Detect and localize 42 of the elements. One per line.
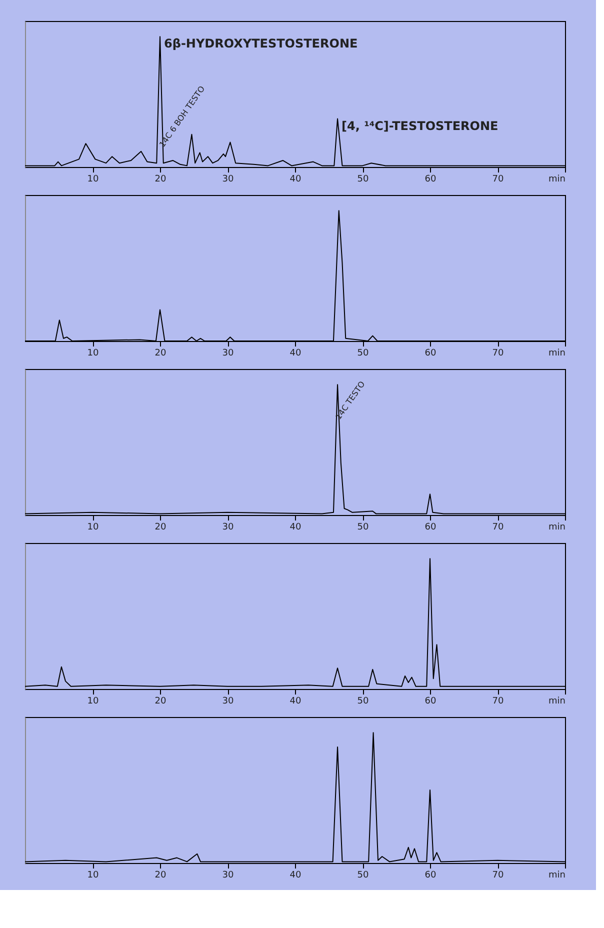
x-tick-label: 40 <box>290 174 302 184</box>
x-tick-label: 10 <box>87 870 99 880</box>
x-tick-label: min <box>548 870 566 880</box>
x-tick-label: 40 <box>290 870 302 880</box>
x-tick-label: 10 <box>87 348 99 358</box>
x-tick-label: 70 <box>492 174 504 184</box>
x-tick-label: 20 <box>154 870 166 880</box>
x-tick-label: 60 <box>424 174 436 184</box>
x-tick-label: 60 <box>424 696 436 706</box>
x-tick-label: min <box>548 696 566 706</box>
x-tick-label: min <box>548 174 566 184</box>
x-tick-label: 60 <box>424 870 436 880</box>
x-tick-label: 60 <box>424 522 436 532</box>
annotation: 6β-HYDROXYTESTOSTERONE <box>164 36 358 51</box>
x-tick-label: 30 <box>222 870 234 880</box>
x-tick-label: 20 <box>154 174 166 184</box>
x-tick-label: 40 <box>290 696 302 706</box>
x-tick-label: 20 <box>154 348 166 358</box>
x-tick-label: 50 <box>357 348 369 358</box>
x-tick-label: 70 <box>492 870 504 880</box>
x-tick-label: 20 <box>154 696 166 706</box>
x-tick-label: 30 <box>222 696 234 706</box>
x-tick-label: 50 <box>357 174 369 184</box>
x-tick-label: 30 <box>222 522 234 532</box>
x-tick-label: 40 <box>290 522 302 532</box>
x-tick-label: 70 <box>492 696 504 706</box>
x-tick-label: 50 <box>357 696 369 706</box>
x-tick-label: min <box>548 348 566 358</box>
annotation: [4, ¹⁴C]-TESTOSTERONE <box>342 118 498 133</box>
x-tick-label: 70 <box>492 348 504 358</box>
x-tick-label: 10 <box>87 696 99 706</box>
x-tick-label: min <box>548 522 566 532</box>
x-tick-label: 70 <box>492 522 504 532</box>
x-tick-label: 50 <box>357 870 369 880</box>
x-tick-label: 50 <box>357 522 369 532</box>
x-tick-label: 20 <box>154 522 166 532</box>
x-tick-label: 60 <box>424 348 436 358</box>
x-tick-label: 30 <box>222 174 234 184</box>
x-tick-label: 40 <box>290 348 302 358</box>
x-tick-label: 10 <box>87 174 99 184</box>
x-tick-label: 10 <box>87 522 99 532</box>
x-tick-label: 30 <box>222 348 234 358</box>
